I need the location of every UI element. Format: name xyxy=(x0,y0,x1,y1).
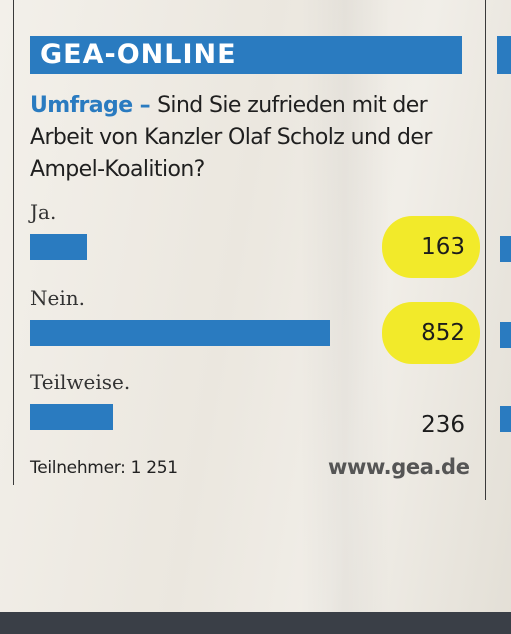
value-highlight xyxy=(382,302,480,364)
next-column-bar-fragment xyxy=(500,406,511,432)
participants-count: Teilnehmer: 1 251 xyxy=(30,458,178,478)
poll-bar xyxy=(30,320,330,346)
headline-dash: – xyxy=(132,93,158,118)
paper-fold-shadow xyxy=(300,0,390,634)
column-rule-right xyxy=(485,0,486,500)
poll-bar xyxy=(30,404,113,430)
poll-bar xyxy=(30,234,87,260)
next-column-bar-fragment xyxy=(500,322,511,348)
header-bar: GEA-ONLINE xyxy=(30,36,462,74)
next-column-header-fragment xyxy=(497,36,511,74)
option-label: Teilweise. xyxy=(30,370,131,394)
value-highlight xyxy=(382,216,480,278)
option-label: Ja. xyxy=(30,200,57,224)
next-column-bar-fragment xyxy=(500,236,511,262)
bottom-edge xyxy=(0,612,511,634)
source-url: www.gea.de xyxy=(328,455,470,479)
header-title: GEA-ONLINE xyxy=(40,39,237,70)
option-label: Nein. xyxy=(30,286,85,310)
headline-kicker: Umfrage xyxy=(30,93,133,118)
poll-headline: Umfrage – Sind Sie zufrieden mit der Arb… xyxy=(30,90,470,186)
column-rule-left xyxy=(13,0,14,485)
poll-value: 163 xyxy=(421,234,465,260)
headline-question-line2: Arbeit von Kanzler Olaf Scholz und der xyxy=(30,125,432,150)
headline-question-line3: Ampel-Koalition? xyxy=(30,157,205,182)
headline-question-line1: Sind Sie zufrieden mit der xyxy=(157,93,428,118)
poll-value: 852 xyxy=(421,320,465,346)
poll-value: 236 xyxy=(421,412,465,438)
